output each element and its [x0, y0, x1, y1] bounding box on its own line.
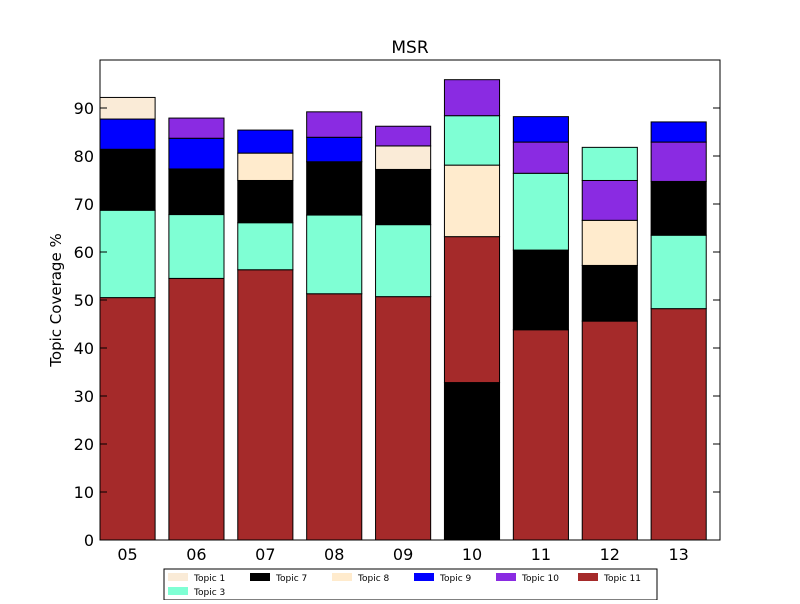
x-tick-label: 05: [117, 545, 137, 564]
legend-swatch: [414, 573, 434, 581]
y-tick-label: 90: [74, 99, 94, 118]
bar-segment-13-topic-11: [650, 308, 707, 541]
y-tick-label: 60: [74, 243, 94, 262]
bar-segment-11-topic-3: [512, 172, 569, 251]
legend-label: Topic 3: [193, 588, 225, 598]
bar-segment-05-topic-11: [99, 297, 156, 541]
legend-swatch: [250, 573, 270, 581]
bar-segment-05-topic-3: [99, 209, 156, 299]
y-tick-label: 40: [74, 339, 94, 358]
bar-segment-10-topic-10: [443, 79, 501, 117]
bar-segment-05-topic-7: [99, 148, 156, 211]
bar-segment-08-topic-3: [306, 214, 363, 295]
bar-segment-06-topic-9: [168, 137, 225, 170]
y-tick-label: 10: [74, 483, 94, 502]
bar-segment-07-topic-11: [237, 269, 294, 541]
y-tick-label: 0: [84, 531, 94, 550]
x-tick-label: 07: [255, 545, 275, 564]
y-tick-label: 30: [74, 387, 94, 406]
legend-swatch: [578, 573, 598, 581]
bar-segment-06-topic-7: [168, 168, 225, 216]
bar-segment-09-topic-1: [375, 145, 432, 170]
bar-segment-06-topic-10: [168, 117, 225, 139]
legend-swatch: [496, 573, 516, 581]
bar-segment-12-topic-10: [581, 179, 638, 221]
bar-segment-10-topic-3: [443, 115, 501, 166]
y-tick-label: 80: [74, 147, 94, 166]
legend-label: Topic 1: [193, 574, 225, 584]
legend-label: Topic 10: [521, 574, 559, 584]
legend-box: [163, 568, 658, 601]
axes-layer: 05 06 07 08 09 10 11 12 13 0 10 20 30 40 50 60 70 80 90: [74, 59, 721, 564]
bar-segment-06-topic-3: [168, 214, 225, 279]
bar-segment-13-topic-9: [650, 121, 707, 143]
bar-segment-07-topic-3: [237, 222, 294, 271]
bar-segment-12-topic-11: [581, 320, 638, 541]
bar-segment-11-topic-7: [512, 249, 569, 331]
bar-segment-11-topic-9: [512, 116, 569, 143]
bar-segment-06-topic-11: [168, 277, 225, 541]
bar-segment-13-topic-7: [650, 180, 707, 236]
bar-segment-11-topic-10: [512, 141, 569, 174]
legend-label: Topic 7: [275, 574, 307, 584]
bar-segment-09-topic-7: [375, 168, 432, 226]
bar-segment-10-topic-7: [443, 382, 501, 541]
legend-label: Topic 8: [357, 574, 389, 584]
x-tick-label: 13: [668, 545, 688, 564]
bar-segment-08-topic-10: [306, 111, 363, 138]
bar-segment-11-topic-11: [512, 329, 569, 541]
y-tick-label: 50: [74, 291, 94, 310]
bar-segment-08-topic-11: [306, 293, 363, 541]
bar-segment-12-topic-8: [581, 219, 638, 266]
x-tick-label: 10: [462, 545, 482, 564]
legend-label: Topic 11: [603, 574, 641, 584]
x-tick-label: 12: [600, 545, 620, 564]
x-tick-label: 06: [186, 545, 206, 564]
x-tick-label: 08: [324, 545, 344, 564]
bars-layer: [99, 79, 707, 541]
bar-segment-07-topic-9: [237, 129, 294, 154]
bar-segment-09-topic-3: [375, 224, 432, 298]
bar-segment-08-topic-9: [306, 136, 363, 163]
bar-segment-13-topic-10: [650, 141, 707, 182]
x-tick-label: 09: [393, 545, 413, 564]
x-tick-label: 11: [531, 545, 551, 564]
bar-segment-08-topic-7: [306, 161, 363, 216]
legend-swatch: [168, 573, 188, 581]
y-axis-label: Topic Coverage %: [47, 233, 65, 367]
legend-label: Topic 9: [439, 574, 471, 584]
legend-swatch: [332, 573, 352, 581]
legend-swatch: [168, 587, 188, 595]
chart-title: MSR: [391, 38, 428, 58]
bar-segment-13-topic-3: [650, 234, 707, 310]
bar-segment-12-topic-3: [581, 146, 638, 181]
bar-segment-07-topic-8: [237, 152, 294, 181]
bar-segment-09-topic-10: [375, 125, 432, 147]
bar-segment-05-topic-9: [99, 118, 156, 150]
bar-segment-10-topic-11: [443, 236, 501, 384]
bar-segment-09-topic-11: [375, 296, 432, 541]
bar-segment-10-topic-8: [443, 164, 501, 238]
legend: Topic 1 Topic 7 Topic 8 Topic 9 Topic 10 Topi…: [163, 568, 658, 601]
bar-segment-12-topic-7: [581, 264, 638, 322]
bar-segment-05-topic-1: [99, 96, 156, 120]
bar-segment-07-topic-7: [237, 179, 294, 224]
y-tick-label: 20: [74, 435, 94, 454]
y-tick-label: 70: [74, 195, 94, 214]
